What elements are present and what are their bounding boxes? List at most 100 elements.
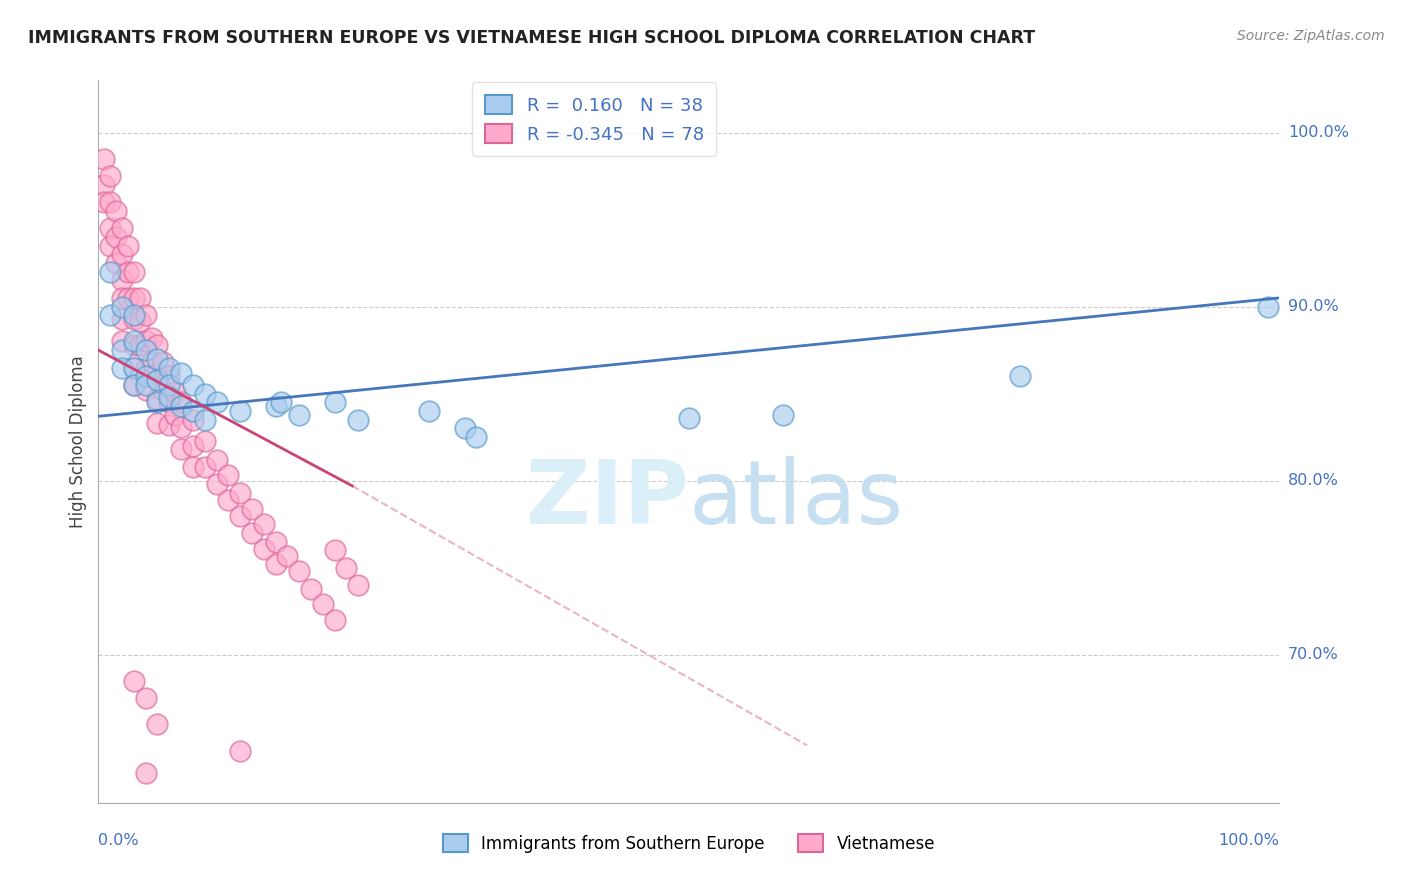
Point [205,395,228,409]
Point [93,178,115,192]
Point [105,230,128,244]
Point [240,525,263,540]
Point [229,508,252,523]
Point [141,331,163,345]
Point [264,534,287,549]
Point [170,399,193,413]
Text: 0.0%: 0.0% [98,833,139,848]
Point [678,411,700,425]
Point [181,439,204,453]
Point [240,501,263,516]
Point [122,291,145,305]
Point [152,383,174,397]
Point [122,360,145,375]
Point [323,613,346,627]
Point [181,404,204,418]
Text: IMMIGRANTS FROM SOUTHERN EUROPE VS VIETNAMESE HIGH SCHOOL DIPLOMA CORRELATION CH: IMMIGRANTS FROM SOUTHERN EUROPE VS VIETN… [28,29,1035,47]
Point [111,334,134,349]
Point [170,442,193,457]
Point [264,399,287,413]
Text: 80.0%: 80.0% [1288,474,1339,488]
Text: ZIP: ZIP [526,456,689,543]
Text: atlas: atlas [689,456,904,543]
Text: 90.0%: 90.0% [1288,299,1339,314]
Point [194,459,217,474]
Point [217,468,239,483]
Point [117,238,139,252]
Point [93,152,115,166]
Point [165,384,187,399]
Point [93,195,115,210]
Point [299,582,322,596]
Point [229,404,252,418]
Point [270,395,292,409]
Point [146,392,169,406]
Point [128,313,150,327]
Text: 100.0%: 100.0% [1288,125,1348,140]
Point [135,691,157,706]
Point [122,378,145,392]
Point [323,543,346,558]
Point [772,408,794,422]
Legend: Immigrants from Southern Europe, Vietnamese: Immigrants from Southern Europe, Vietnam… [436,828,942,860]
Point [181,459,204,474]
Point [128,291,150,305]
Point [98,308,121,322]
Point [135,766,157,780]
Point [117,265,139,279]
Point [111,360,134,375]
Point [146,373,169,387]
Point [453,421,475,435]
Point [122,360,145,375]
Point [312,597,335,611]
Text: 70.0%: 70.0% [1288,648,1339,663]
Point [264,558,287,572]
Point [135,383,157,397]
Point [229,486,252,500]
Point [111,273,134,287]
Point [181,413,204,427]
Point [165,408,187,422]
Point [146,366,169,380]
Point [152,355,174,369]
Point [157,390,180,404]
Point [122,308,145,322]
Y-axis label: High School Diploma: High School Diploma [69,355,87,528]
Point [111,291,134,305]
Text: Source: ZipAtlas.com: Source: ZipAtlas.com [1237,29,1385,44]
Point [135,369,157,384]
Point [1008,369,1031,384]
Point [157,417,180,432]
Point [122,311,145,326]
Point [229,743,252,757]
Point [135,360,157,375]
Point [122,673,145,688]
Point [157,395,180,409]
Point [141,355,163,369]
Point [170,366,193,380]
Point [194,413,217,427]
Point [98,238,121,252]
Point [135,308,157,322]
Point [105,256,128,270]
Point [111,247,134,261]
Point [111,300,134,314]
Point [288,564,311,578]
Point [98,221,121,235]
Point [253,517,276,532]
Point [170,419,193,434]
Point [128,338,150,352]
Text: 100.0%: 100.0% [1219,833,1279,848]
Point [146,351,169,366]
Point [122,338,145,352]
Point [323,395,346,409]
Point [157,369,180,384]
Point [146,717,169,731]
Point [111,343,134,358]
Point [157,378,180,392]
Point [98,169,121,183]
Point [98,265,121,279]
Point [122,265,145,279]
Point [194,386,217,401]
Point [117,291,139,305]
